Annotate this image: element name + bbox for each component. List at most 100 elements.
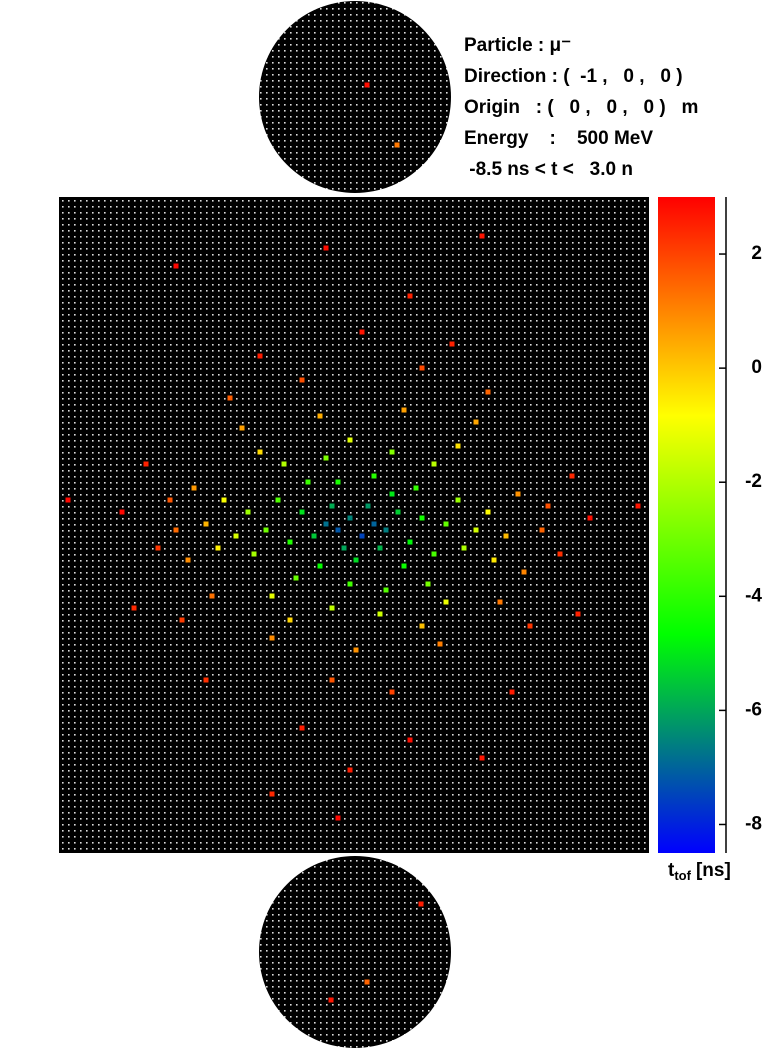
hit — [401, 563, 407, 569]
hit — [557, 551, 563, 557]
hit — [509, 689, 515, 695]
hit — [635, 503, 641, 509]
hit — [473, 527, 479, 533]
hit — [371, 473, 377, 479]
info-line: -8.5 ns < t < 3.0 n — [464, 159, 633, 180]
hit — [365, 503, 371, 509]
hit — [341, 545, 347, 551]
label-subscript: tof — [674, 868, 691, 883]
top-hits — [364, 82, 400, 148]
hit — [119, 509, 125, 515]
hit — [359, 533, 365, 539]
hit — [143, 461, 149, 467]
hit — [418, 901, 424, 907]
hit — [394, 142, 400, 148]
hit — [383, 587, 389, 593]
tick-label: 2 — [751, 243, 762, 264]
hit — [455, 443, 461, 449]
hit — [347, 767, 353, 773]
hit — [389, 491, 395, 497]
hit — [527, 623, 533, 629]
event-info: Particle : μ⁻ Direction : ( -1 , 0 , 0 ) O… — [464, 35, 698, 180]
hit — [371, 521, 377, 527]
tick-label: -6 — [745, 699, 762, 720]
hit — [521, 569, 527, 575]
hit — [419, 515, 425, 521]
hit — [299, 377, 305, 383]
hit — [401, 407, 407, 413]
hit — [485, 509, 491, 515]
hit — [485, 389, 491, 395]
hit — [491, 557, 497, 563]
hit — [587, 515, 593, 521]
info-line: Energy : 500 MeV — [464, 128, 653, 149]
hit — [479, 755, 485, 761]
hit — [203, 521, 209, 527]
hit — [275, 497, 281, 503]
hit — [449, 341, 455, 347]
hit — [239, 425, 245, 431]
hit — [377, 611, 383, 617]
hit — [185, 557, 191, 563]
hit — [323, 245, 329, 251]
label-symbol: t — [668, 860, 675, 881]
hit — [377, 545, 383, 551]
hit — [479, 233, 485, 239]
hit — [269, 635, 275, 641]
info-line: Direction : ( -1 , 0 , 0 ) — [464, 66, 683, 87]
tick-label: 0 — [751, 357, 762, 378]
hit — [281, 461, 287, 467]
hit — [425, 581, 431, 587]
hit — [179, 617, 185, 623]
hit — [287, 539, 293, 545]
hit — [245, 509, 251, 515]
hit — [353, 557, 359, 563]
hit — [293, 575, 299, 581]
tick-label: -2 — [745, 471, 762, 492]
hit — [575, 611, 581, 617]
hit — [209, 593, 215, 599]
hit — [329, 605, 335, 611]
info-line: Particle : μ⁻ — [464, 35, 571, 56]
hit — [503, 533, 509, 539]
hits — [65, 82, 641, 1003]
hit — [455, 497, 461, 503]
hit — [131, 605, 137, 611]
hit — [329, 677, 335, 683]
hit — [173, 527, 179, 533]
colorbar — [658, 197, 715, 853]
hit — [251, 551, 257, 557]
hit — [359, 329, 365, 335]
hit — [431, 461, 437, 467]
hit — [299, 509, 305, 515]
hit — [269, 791, 275, 797]
hit — [233, 533, 239, 539]
hit — [419, 623, 425, 629]
hit — [335, 479, 341, 485]
hit — [317, 413, 323, 419]
top-cap — [259, 1, 451, 193]
hit — [221, 497, 227, 503]
hit — [335, 527, 341, 533]
bottom-cap — [259, 856, 451, 1048]
hit — [263, 527, 269, 533]
hit — [299, 725, 305, 731]
label-unit: [ns] — [696, 860, 731, 881]
hit — [431, 551, 437, 557]
hit — [287, 617, 293, 623]
bottom-hits — [328, 901, 424, 1003]
hit — [443, 521, 449, 527]
hit — [191, 485, 197, 491]
hit — [364, 82, 370, 88]
barrel — [59, 197, 649, 853]
hit — [539, 527, 545, 533]
hit — [328, 997, 334, 1003]
hit — [65, 497, 71, 503]
hit — [329, 503, 335, 509]
hit — [323, 521, 329, 527]
hit — [569, 473, 575, 479]
hit — [203, 677, 209, 683]
hit — [407, 737, 413, 743]
hit — [413, 485, 419, 491]
hit — [173, 263, 179, 269]
